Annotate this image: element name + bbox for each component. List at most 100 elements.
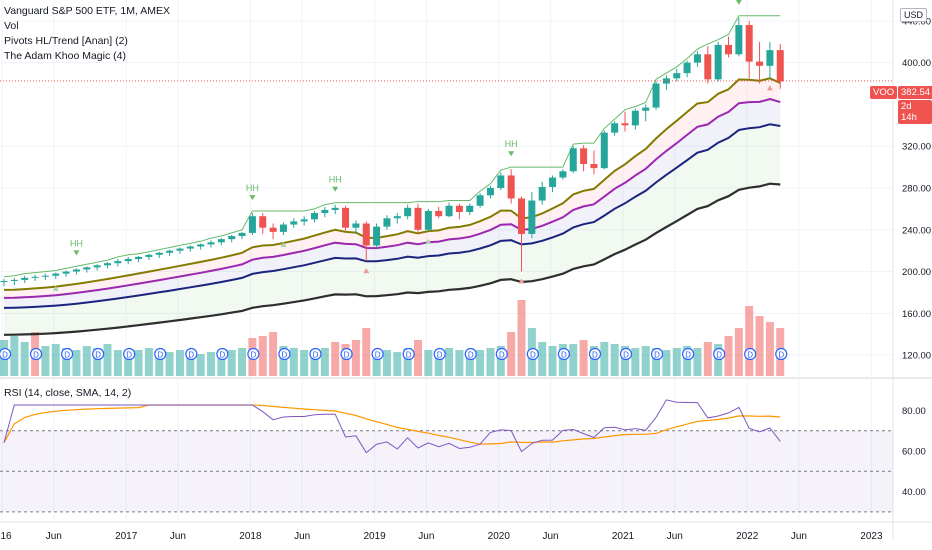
candle-body: [228, 236, 236, 240]
candle-body: [114, 261, 122, 264]
pivot-hh-marker: HH: [246, 183, 259, 201]
price-tick-label: 400.00: [902, 58, 931, 69]
ema-line-1: [3, 77, 781, 291]
dividend-circle: [29, 347, 43, 361]
candle: [735, 17, 743, 57]
dividend-circle: [340, 347, 353, 361]
pivot-up-arrow: [280, 242, 287, 247]
volume-bar: [331, 342, 340, 376]
pivot-low-marker: [363, 268, 370, 274]
candle: [72, 268, 80, 275]
candle-body: [745, 25, 753, 62]
candle-body: [693, 54, 701, 63]
volume-bar: [269, 332, 278, 376]
candle-body: [290, 221, 298, 225]
candle: [300, 216, 308, 226]
dividend-letter: D: [685, 351, 691, 360]
volume-bar: [672, 348, 681, 376]
dividend-letter: D: [344, 351, 350, 360]
dividend-circle: [495, 347, 508, 361]
candle: [435, 206, 443, 219]
candle: [424, 208, 432, 232]
volume-bar: [20, 342, 29, 376]
dividend-marker: D: [744, 347, 757, 361]
candle: [590, 150, 598, 175]
pivot-down-arrow: [735, 0, 742, 5]
pivot-down-arrow: [73, 250, 80, 256]
candle: [507, 169, 515, 204]
dividend-letter: D: [219, 351, 225, 360]
candle: [269, 223, 277, 240]
candle-body: [373, 226, 381, 246]
time-tick-label: 2019: [363, 531, 386, 542]
candle: [693, 51, 701, 67]
dividend-marker: D: [247, 347, 260, 361]
candle: [124, 256, 132, 265]
volume-bar: [93, 348, 102, 376]
indicator-adam-khoo-label[interactable]: The Adam Khoo Magic (4): [4, 50, 126, 62]
dividend-marker: D: [29, 347, 43, 361]
candle: [155, 251, 163, 258]
candle: [756, 41, 764, 84]
dividend-marker: D: [402, 347, 415, 361]
dividend-marker: D: [557, 347, 571, 361]
volume-bar: [507, 332, 516, 376]
candle: [580, 145, 588, 172]
candle: [683, 60, 691, 78]
candle: [145, 253, 153, 261]
candle-body: [549, 177, 557, 187]
dividend-marker: D: [123, 347, 136, 361]
pivot-hh-label: HH: [505, 139, 518, 149]
candle-body: [21, 277, 29, 280]
candle: [559, 169, 567, 180]
pivot-hh-marker: HH: [505, 139, 518, 157]
candle-body: [766, 50, 774, 66]
pivot-down-arrow: [508, 151, 515, 157]
time-tick-label: 2017: [115, 531, 138, 542]
candle-body: [497, 175, 505, 188]
candle-body: [507, 175, 515, 199]
candle: [383, 215, 391, 230]
dividend-circle: [526, 347, 539, 361]
candle: [404, 204, 412, 220]
dividend-letter: D: [95, 351, 101, 360]
candle-body: [559, 171, 567, 178]
volume-bar: [496, 346, 505, 376]
dividend-letter: D: [126, 351, 132, 360]
indicator-pivots-label[interactable]: Pivots HL/Trend [Anan] (2): [4, 35, 128, 47]
candle-body: [72, 269, 80, 272]
dividend-marker: D: [371, 347, 384, 361]
candle-body: [145, 254, 153, 257]
dividend-marker: D: [340, 347, 353, 361]
candle: [135, 255, 143, 263]
candle: [569, 146, 577, 174]
currency-button[interactable]: USD: [900, 8, 928, 22]
dividend-letter: D: [468, 351, 474, 360]
candle-body: [166, 250, 174, 253]
rsi-tick-label: 80.00: [902, 406, 926, 417]
candle: [362, 221, 370, 262]
candle: [652, 81, 660, 110]
dividend-letter: D: [778, 351, 784, 360]
candle-body: [445, 205, 453, 217]
volume-bar: [641, 346, 650, 376]
indicator-vol-label[interactable]: Vol: [4, 20, 19, 32]
price-tick-label: 120.00: [902, 351, 931, 362]
volume-bar: [393, 352, 402, 376]
dividend-circle: [775, 347, 788, 361]
dividend-marker: D: [495, 347, 508, 361]
volume-bar: [631, 348, 640, 376]
time-tick-label: Jun: [294, 531, 310, 542]
rsi-legend-label[interactable]: RSI (14, close, SMA, 14, 2): [4, 387, 132, 399]
candle: [642, 104, 650, 122]
candle-body: [217, 239, 225, 243]
candle-body: [259, 216, 267, 228]
dividend-circle: [185, 347, 198, 361]
candle: [279, 222, 287, 235]
volume-bar: [569, 344, 578, 376]
volume-bar: [217, 350, 226, 376]
candle-body: [300, 219, 308, 222]
dividend-letter: D: [33, 351, 39, 360]
